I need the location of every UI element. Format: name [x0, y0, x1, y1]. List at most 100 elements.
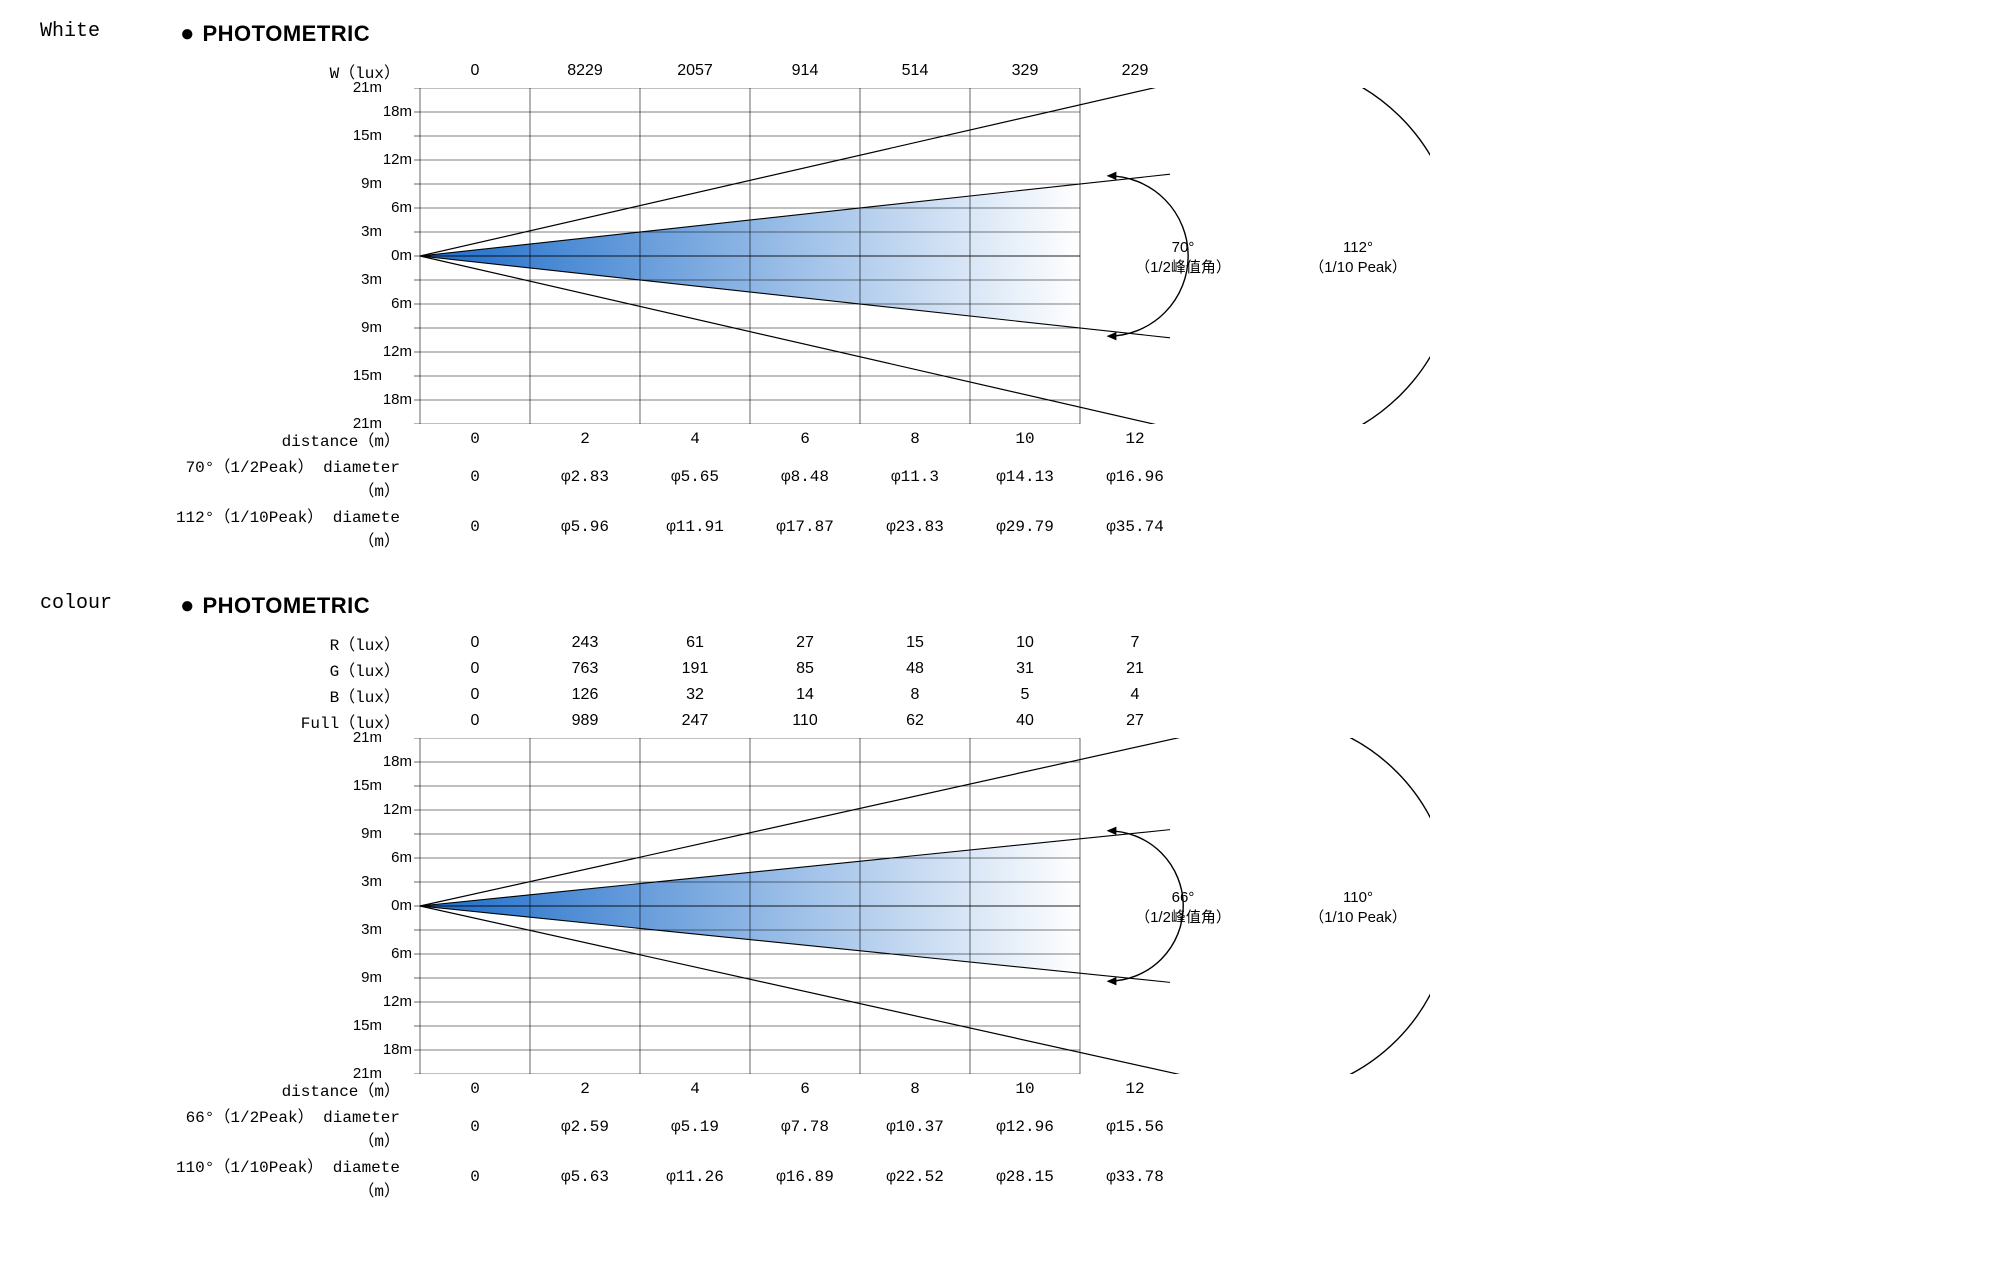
lux-table: R（lux）0243612715107G（lux）076319185483121… — [230, 630, 1190, 734]
photometric-section-colour: colour ● PHOTOMETRIC R（lux）0243612715107G（l… — [40, 592, 1960, 1202]
lux-row-label: R（lux） — [230, 630, 420, 656]
lux-value: 329 — [970, 58, 1080, 84]
table-row: 110°（1/10Peak） diamete（m）0φ5.63φ11.26φ16… — [160, 1152, 1190, 1202]
table-row: distance（m）024681012 — [160, 426, 1190, 452]
beam-diagram: 21m18m15m12m9m6m3m0m3m6m9m12m15m18m21m70… — [230, 88, 1430, 424]
diameter-value: φ5.63 — [530, 1152, 640, 1202]
distance-value: 2 — [530, 426, 640, 452]
section-title: PHOTOMETRIC — [203, 593, 371, 619]
y-tick-label: 21m — [332, 415, 382, 432]
distance-value: 12 — [1080, 1076, 1190, 1102]
diameter-value: φ5.96 — [530, 502, 640, 552]
table-row: 112°（1/10Peak） diamete（m）0φ5.96φ11.91φ17… — [160, 502, 1190, 552]
diameter-value: 0 — [420, 1152, 530, 1202]
section-title: PHOTOMETRIC — [203, 21, 371, 47]
diameter-value: φ16.89 — [750, 1152, 860, 1202]
outer-angle-label: 110°（1/10 Peak） — [1298, 888, 1418, 929]
diameter-value: φ15.56 — [1080, 1102, 1190, 1152]
diameter-value: 0 — [420, 452, 530, 502]
lux-value: 2057 — [640, 58, 750, 84]
diameter-value: φ28.15 — [970, 1152, 1080, 1202]
diameter-row-label: 66°（1/2Peak） diameter（m） — [160, 1102, 420, 1152]
lux-value: 10 — [970, 630, 1080, 656]
y-tick-label: 9m — [332, 319, 382, 336]
lux-value: 514 — [860, 58, 970, 84]
lux-value: 48 — [860, 656, 970, 682]
diameter-value: 0 — [420, 1102, 530, 1152]
y-tick-label: 21m — [332, 729, 382, 746]
diameter-value: φ8.48 — [750, 452, 860, 502]
distance-value: 2 — [530, 1076, 640, 1102]
y-tick-label: 18m — [362, 391, 412, 408]
y-tick-label: 6m — [362, 295, 412, 312]
side-label: White — [40, 20, 170, 43]
lux-value: 0 — [420, 58, 530, 84]
diameter-row-label: 70°（1/2Peak） diameter（m） — [160, 452, 420, 502]
lux-value: 229 — [1080, 58, 1190, 84]
bullet-icon: ● — [180, 592, 195, 620]
lux-value: 14 — [750, 682, 860, 708]
lux-value: 0 — [420, 656, 530, 682]
distance-value: 12 — [1080, 426, 1190, 452]
lux-value: 5 — [970, 682, 1080, 708]
y-tick-label: 21m — [332, 1065, 382, 1082]
bullet-icon: ● — [180, 20, 195, 48]
distance-value: 0 — [420, 426, 530, 452]
diameter-value: φ11.26 — [640, 1152, 750, 1202]
y-tick-label: 15m — [332, 367, 382, 384]
lux-value: 126 — [530, 682, 640, 708]
diameter-value: φ12.96 — [970, 1102, 1080, 1152]
distance-value: 8 — [860, 426, 970, 452]
distance-value: 10 — [970, 426, 1080, 452]
lux-value: 0 — [420, 708, 530, 734]
lux-value: 15 — [860, 630, 970, 656]
lux-value: 914 — [750, 58, 860, 84]
distance-table-wrap: distance（m）02468101266°（1/2Peak） diamete… — [160, 1076, 1960, 1202]
section-header: ● PHOTOMETRIC — [40, 20, 1960, 48]
distance-value: 8 — [860, 1076, 970, 1102]
distance-value: 4 — [640, 1076, 750, 1102]
y-tick-label: 12m — [362, 343, 412, 360]
y-tick-label: 21m — [332, 79, 382, 96]
y-tick-label: 15m — [332, 127, 382, 144]
diameter-value: φ11.91 — [640, 502, 750, 552]
y-tick-label: 3m — [332, 271, 382, 288]
lux-row-label: W（lux） — [230, 58, 420, 84]
inner-angle-label: 66°（1/2峰值角） — [1128, 888, 1238, 929]
diameter-value: φ7.78 — [750, 1102, 860, 1152]
diameter-row-label: 112°（1/10Peak） diamete（m） — [160, 502, 420, 552]
distance-table: distance（m）02468101266°（1/2Peak） diamete… — [160, 1076, 1190, 1202]
table-row: 70°（1/2Peak） diameter（m）0φ2.83φ5.65φ8.48… — [160, 452, 1190, 502]
y-tick-label: 18m — [362, 1041, 412, 1058]
distance-value: 6 — [750, 1076, 860, 1102]
lux-value: 27 — [750, 630, 860, 656]
table-row: R（lux）0243612715107 — [230, 630, 1190, 656]
distance-value: 6 — [750, 426, 860, 452]
y-tick-label: 6m — [362, 849, 412, 866]
lux-value: 243 — [530, 630, 640, 656]
y-tick-label: 12m — [362, 801, 412, 818]
table-row: G（lux）076319185483121 — [230, 656, 1190, 682]
y-tick-label: 15m — [332, 1017, 382, 1034]
y-tick-label: 18m — [362, 103, 412, 120]
lux-value: 0 — [420, 630, 530, 656]
y-tick-label: 6m — [362, 199, 412, 216]
lux-value: 8 — [860, 682, 970, 708]
lux-value: 247 — [640, 708, 750, 734]
lux-value: 40 — [970, 708, 1080, 734]
distance-value: 4 — [640, 426, 750, 452]
distance-value: 10 — [970, 1076, 1080, 1102]
y-tick-label: 0m — [362, 247, 412, 264]
diameter-value: 0 — [420, 502, 530, 552]
diameter-value: φ35.74 — [1080, 502, 1190, 552]
chart-block: W（lux）08229205791451432922921m18m15m12m9… — [230, 58, 1960, 552]
side-label: colour — [40, 592, 170, 615]
lux-value: 32 — [640, 682, 750, 708]
lux-value: 989 — [530, 708, 640, 734]
y-tick-label: 3m — [332, 223, 382, 240]
diameter-value: φ11.3 — [860, 452, 970, 502]
diameter-value: φ5.65 — [640, 452, 750, 502]
lux-value: 61 — [640, 630, 750, 656]
lux-row-label: Full（lux） — [230, 708, 420, 734]
y-tick-label: 18m — [362, 753, 412, 770]
